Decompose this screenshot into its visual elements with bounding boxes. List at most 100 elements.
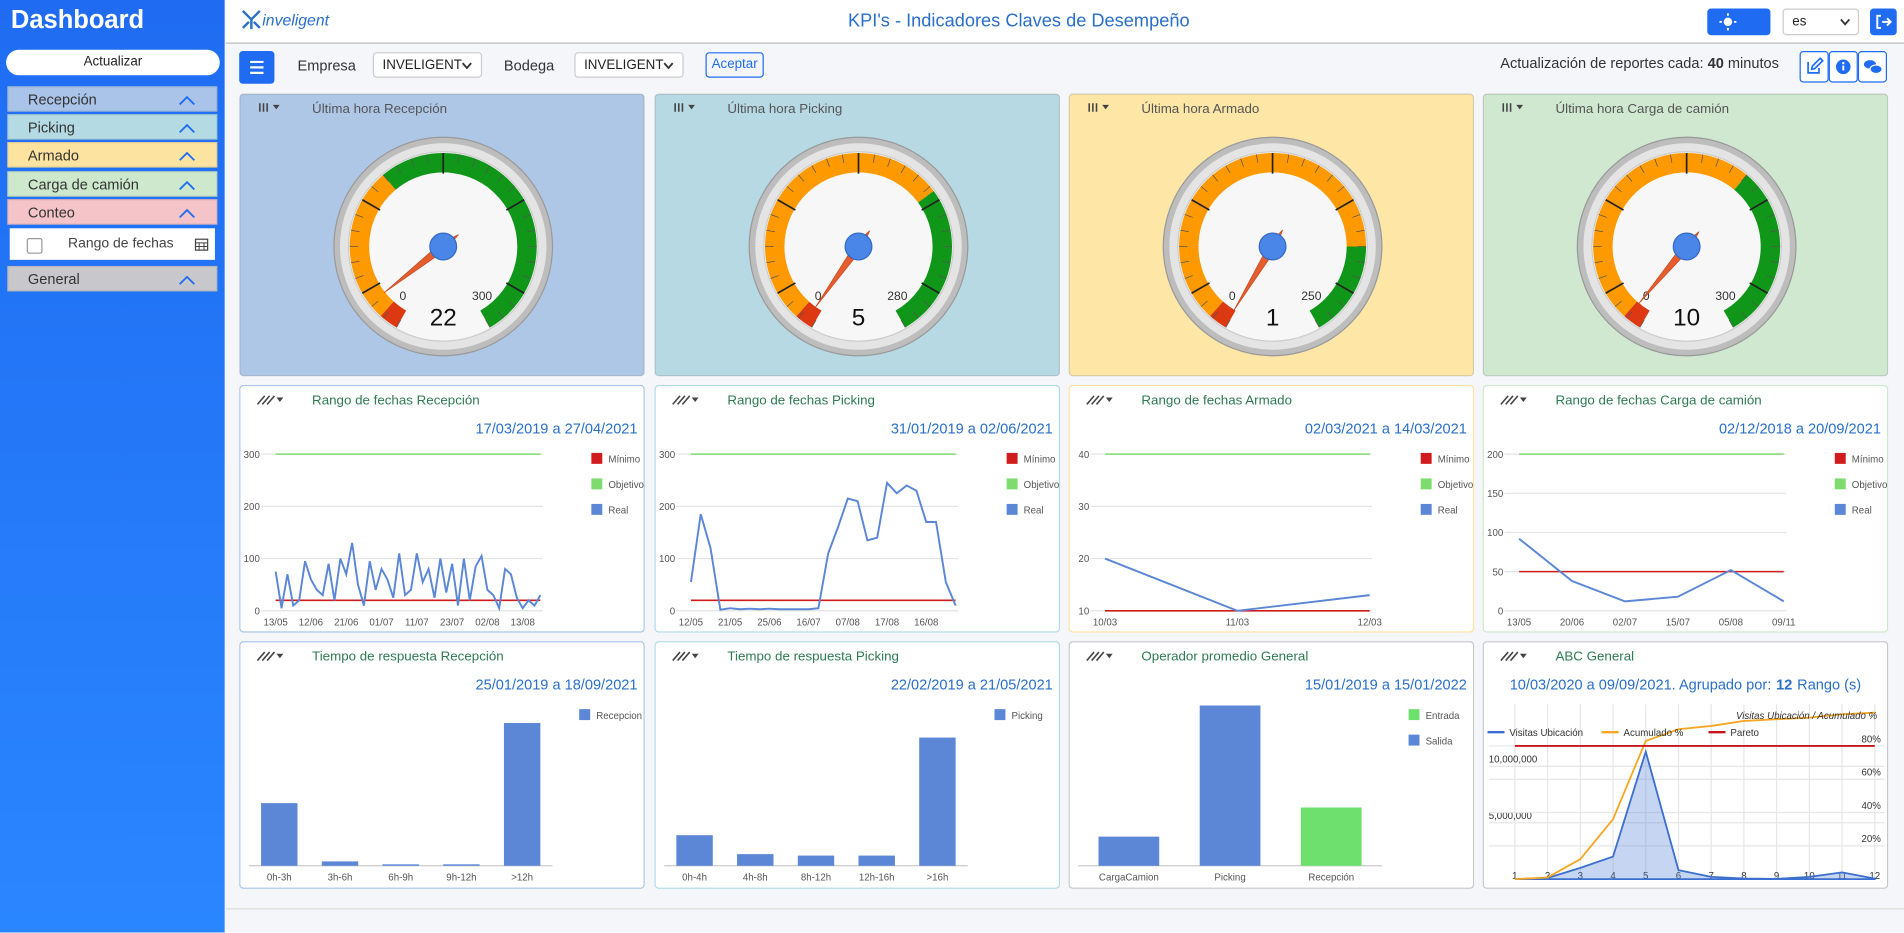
panel: Rango de fechas Recepción 17/03/2019 a 27… — [239, 384, 645, 633]
gauge-tick — [1200, 186, 1208, 193]
gauge-tick — [1605, 282, 1624, 294]
x-tick-label: 09/11 — [1772, 617, 1796, 628]
gauge-tick — [382, 311, 389, 319]
gauge-tick — [942, 229, 951, 233]
gauge-tick — [1749, 282, 1769, 294]
refresh-info: Actualización de reportes cada: 40 minut… — [1500, 55, 1779, 72]
gauge-min-label: 0 — [1229, 289, 1236, 303]
legend-swatch — [994, 709, 1006, 721]
y-tick-label: 150 — [1487, 489, 1504, 500]
gauge-tick — [1335, 199, 1354, 211]
gauge-tick — [1751, 300, 1759, 307]
section-header[interactable]: General — [7, 265, 218, 292]
gauge-tick — [777, 282, 796, 294]
panel-menu-icon — [259, 103, 280, 112]
chat-button[interactable] — [1857, 51, 1888, 83]
axis-title: Visitas Ubicación / Acumulado % — [1736, 711, 1878, 722]
y-tick-label: 0 — [254, 606, 260, 617]
gauge-tick — [355, 275, 364, 279]
x-tick-label: 01/07 — [369, 617, 393, 628]
legend-label: Picking — [1012, 711, 1043, 722]
section-header[interactable]: Armado — [7, 142, 218, 168]
gauge-tick — [1212, 311, 1219, 319]
x-tick-label: 8 — [1741, 871, 1746, 882]
legend-label: Real — [1438, 506, 1458, 517]
menu-button[interactable] — [239, 51, 275, 84]
panel-menu-icon — [1502, 103, 1524, 112]
gauge-band — [895, 190, 953, 328]
date-filter[interactable]: Rango de fechas — [9, 228, 215, 260]
legend-label: Objetivo — [1024, 480, 1060, 491]
gauge-tick — [1225, 165, 1231, 174]
logout-button[interactable] — [1870, 8, 1897, 36]
date-range: 22/02/2019 a 21/05/2021 — [891, 678, 1053, 694]
section-header[interactable]: Recepción — [7, 86, 218, 112]
theme-toggle[interactable] — [1707, 8, 1771, 36]
date-range-text: 10/03/2020 a 09/09/2021. Agrupado por: — [1510, 678, 1772, 694]
info-button[interactable] — [1828, 51, 1858, 83]
edit-button[interactable] — [1799, 51, 1829, 83]
gauge-band — [349, 174, 396, 316]
gauge-tick — [361, 282, 381, 294]
gauge-tick — [1594, 260, 1604, 264]
section-header[interactable]: Carga de camión — [7, 171, 218, 197]
gauge-tick — [1240, 158, 1244, 167]
section-header[interactable]: Picking — [7, 114, 218, 140]
legend-label: Real — [1024, 506, 1044, 517]
refresh-button[interactable]: Actualizar — [6, 49, 220, 76]
y-tick-label: 40 — [1078, 450, 1089, 461]
gauge-tick — [811, 165, 817, 174]
x-tick-label: 13/05 — [263, 617, 287, 628]
x-tick-label: 11/07 — [405, 617, 429, 628]
logo-text: inveligent — [262, 10, 329, 30]
x-tick-label: 13/05 — [1507, 617, 1531, 628]
gauge-hub — [1258, 232, 1287, 261]
y-tick-label: 0 — [670, 606, 676, 617]
gauge-tick — [505, 199, 525, 211]
gauge-tick — [1639, 165, 1645, 174]
y-tick-label: 300 — [244, 450, 261, 461]
accept-button[interactable]: Aceptar — [705, 52, 764, 78]
gauge-tick — [1326, 174, 1333, 182]
gauge-tick — [1337, 300, 1345, 307]
gauge-tick — [426, 154, 429, 163]
warehouse-select[interactable]: INVELIGENT — [574, 52, 684, 78]
x-tick-label: 3 — [1578, 871, 1583, 882]
y-tick-label: 100 — [1487, 528, 1504, 539]
panel: Tiempo de respuesta Picking 22/02/2019 a … — [654, 641, 1061, 889]
gauge-tick — [1654, 158, 1658, 167]
chevron-path — [179, 95, 195, 106]
gauge-tick — [1191, 199, 1210, 211]
gauge-tick — [522, 214, 532, 218]
gauge-tick — [1598, 214, 1607, 218]
language-select[interactable]: es — [1782, 8, 1860, 36]
gauge-tick — [1701, 154, 1704, 163]
y-tick-label: 300 — [659, 450, 676, 461]
footer-divider — [225, 908, 1904, 910]
gauge-band — [1723, 174, 1781, 328]
gauge-tick — [826, 158, 830, 167]
chevron-path — [179, 275, 195, 285]
panel-menu-icon — [1086, 395, 1113, 405]
section-header[interactable]: Conteo — [7, 199, 218, 225]
x-tick-label: 21/06 — [334, 617, 358, 628]
company-select[interactable]: INVELIGENT — [372, 52, 483, 78]
x-tick-label: 9 — [1774, 871, 1779, 882]
y-tick-label: 200 — [1487, 450, 1504, 461]
y-tick-label: 5,000,000 — [1489, 811, 1533, 822]
series-line — [1518, 537, 1785, 603]
x-tick-label: 13/08 — [511, 617, 535, 628]
gauge-min-label: 0 — [400, 289, 407, 303]
gauge-tick — [1184, 275, 1193, 279]
top-bar: inveligent KPI's - Indicadores Claves de… — [225, 0, 1904, 44]
edit-icon — [1807, 57, 1824, 74]
panel-frame — [1068, 641, 1475, 889]
checkbox[interactable] — [26, 238, 43, 254]
gauge-tick — [798, 311, 805, 319]
gauge-tick — [371, 300, 379, 307]
panel: Tiempo de respuesta Recepción 25/01/2019 … — [239, 641, 645, 889]
gauge-tick — [1255, 154, 1259, 163]
gauge-tick — [1225, 319, 1231, 328]
calendar-grid — [195, 242, 208, 251]
y2-tick-label: 40% — [1862, 801, 1882, 812]
